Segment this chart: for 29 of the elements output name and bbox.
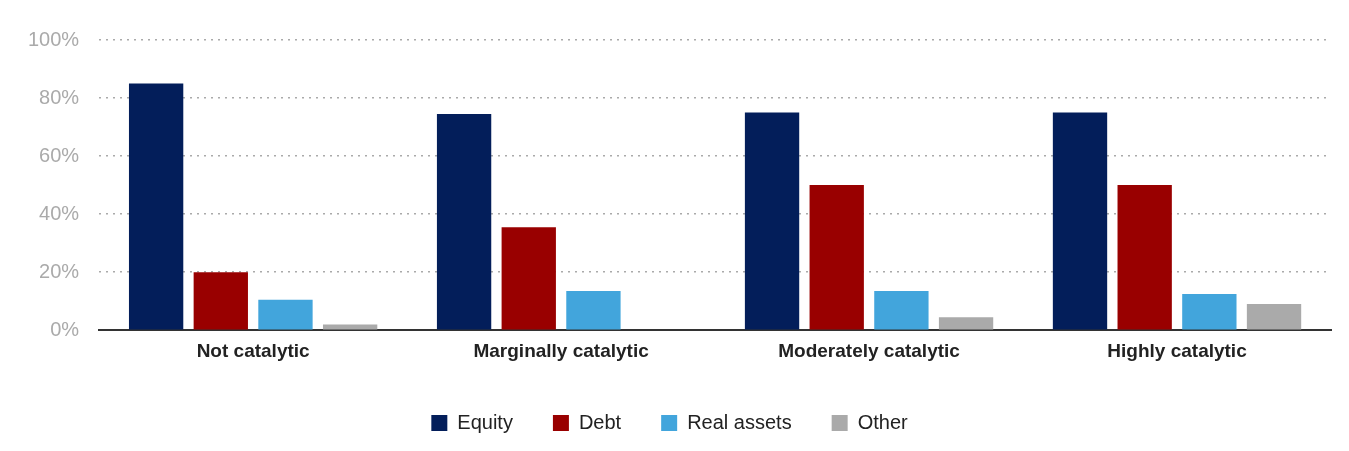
y-tick-label: 60% [39, 143, 80, 166]
legend-label: Debt [578, 410, 622, 433]
legend-label: Other [857, 410, 909, 433]
x-tick-label: Not catalytic [196, 339, 311, 361]
bar [501, 227, 556, 330]
bar [874, 291, 929, 330]
y-tick-label: 0% [50, 317, 80, 340]
bar [566, 291, 621, 330]
bar [1052, 112, 1108, 330]
bar [1182, 293, 1237, 330]
bar [436, 114, 492, 330]
legend-label: Equity [457, 410, 513, 433]
bar [193, 272, 248, 330]
x-tick-label: Marginally catalytic [473, 339, 650, 361]
legend-label: Real assets [687, 410, 792, 433]
bar [938, 317, 994, 330]
x-tick-label: Moderately catalytic [778, 339, 961, 361]
y-tick-label: 40% [39, 201, 80, 224]
y-tick-label: 20% [39, 259, 80, 282]
bar [1117, 185, 1172, 330]
y-tick-label: 80% [39, 85, 80, 108]
bar [322, 324, 378, 330]
y-tick-label: 100% [28, 27, 80, 50]
bar [128, 83, 184, 330]
x-tick-label: Highly catalytic [1107, 339, 1248, 361]
bar [744, 112, 800, 330]
bar [1246, 304, 1302, 330]
bar [809, 185, 864, 330]
bar [258, 299, 313, 330]
